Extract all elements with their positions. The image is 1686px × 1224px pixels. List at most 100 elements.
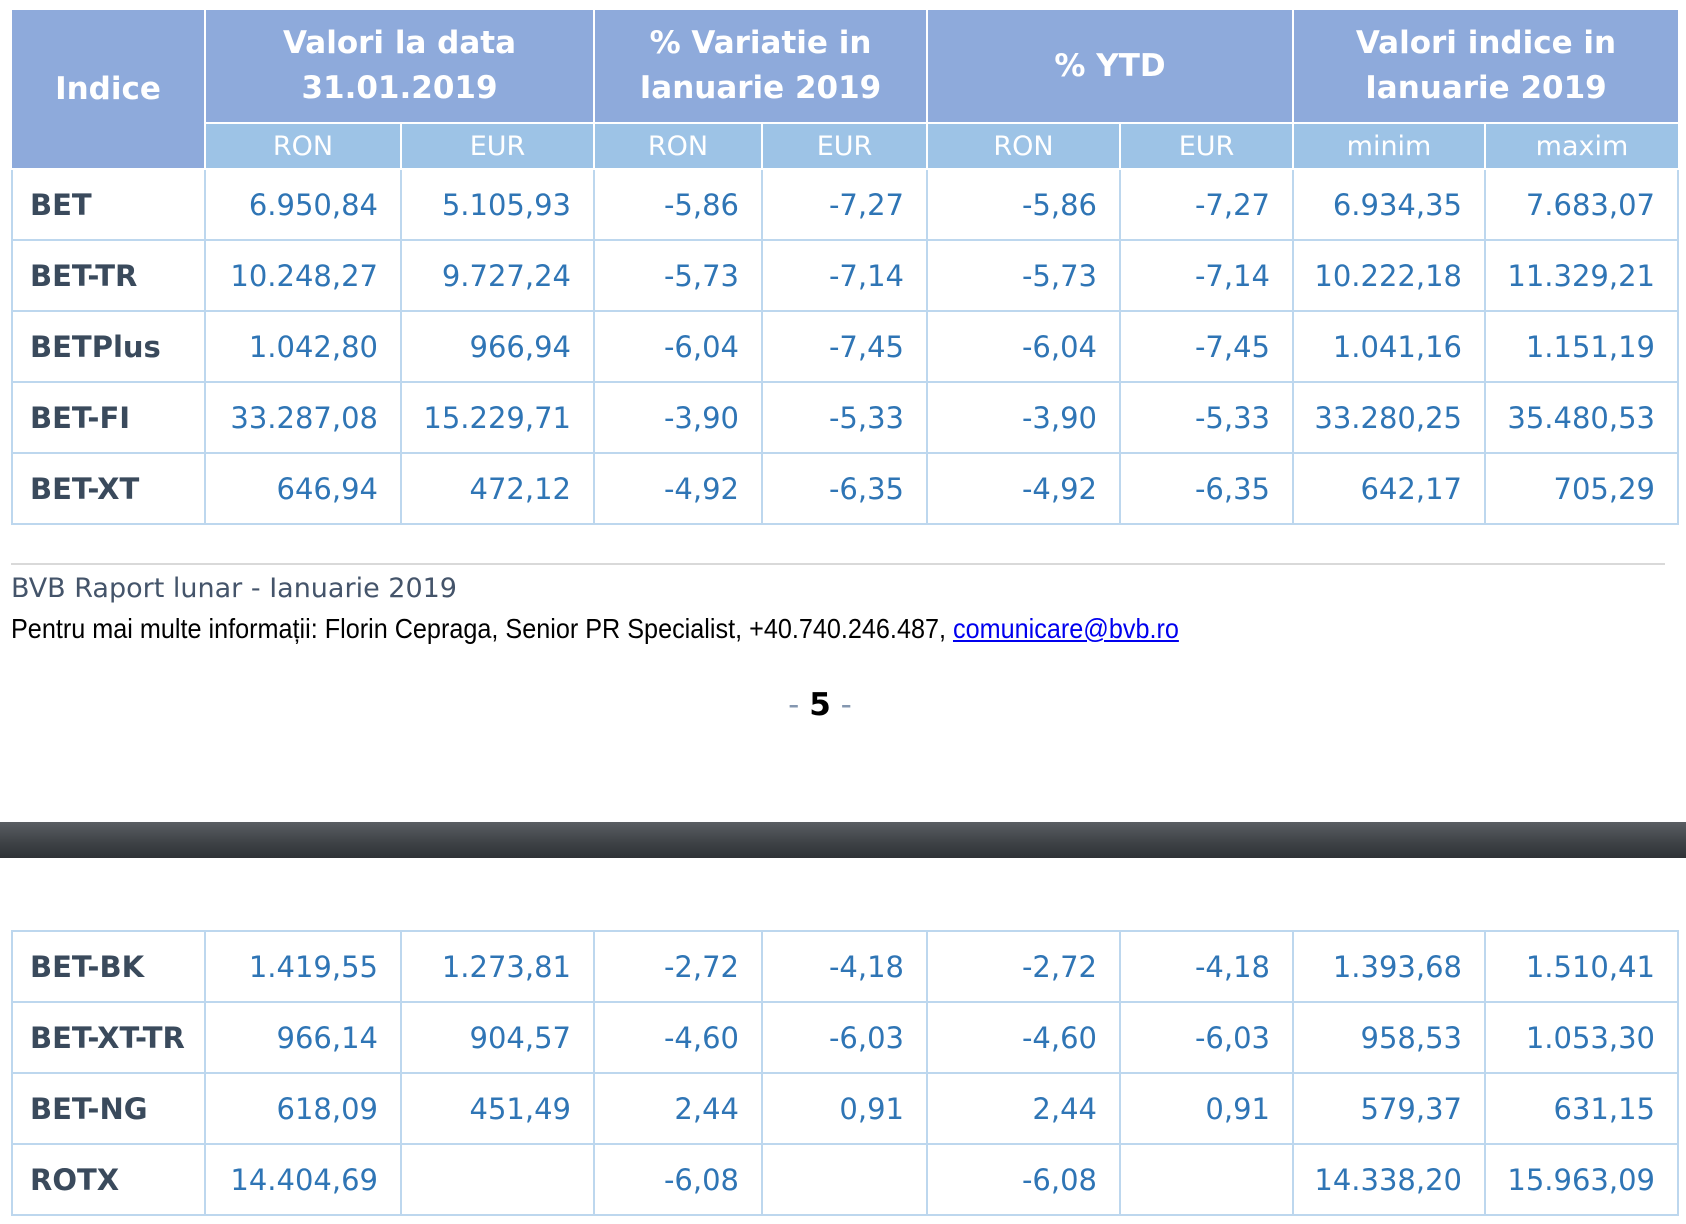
page-number-value: 5 <box>809 687 831 723</box>
value-cell: 1.419,55 <box>204 930 402 1003</box>
value-cell <box>1119 1143 1294 1216</box>
header-values-at-date: Valori la data 31.01.2019 <box>204 10 595 124</box>
page-dash-right: - <box>840 687 852 723</box>
value-cell: 1.151,19 <box>1484 310 1679 383</box>
value-cell: -7,14 <box>1119 239 1294 312</box>
header-indice: Indice <box>12 10 206 170</box>
value-cell: -5,73 <box>926 239 1121 312</box>
value-cell: 705,29 <box>1484 452 1679 525</box>
index-name: BET-BK <box>11 930 206 1003</box>
table-row: BET-BK 1.419,55 1.273,81 -2,72 -4,18 -2,72 -4,… <box>11 930 1679 1003</box>
value-cell: 1.041,16 <box>1292 310 1486 383</box>
value-cell: 579,37 <box>1292 1072 1486 1145</box>
value-cell: -7,14 <box>761 239 928 312</box>
value-cell: 33.287,08 <box>204 381 402 454</box>
value-cell: 14.338,20 <box>1292 1143 1486 1216</box>
index-name: BET-NG <box>11 1072 206 1145</box>
value-cell: 0,91 <box>1119 1072 1294 1145</box>
value-cell: -7,45 <box>761 310 928 383</box>
subheader-ron: RON <box>926 122 1121 170</box>
table-row: BET-XT-TR 966,14 904,57 -4,60 -6,03 -4,60 -6,0… <box>11 1001 1679 1074</box>
value-cell: 631,15 <box>1484 1072 1679 1145</box>
value-cell: 0,91 <box>761 1072 928 1145</box>
table-row: BET 6.950,84 5.105,93 -5,86 -7,27 -5,86 -7,27 6… <box>11 168 1679 241</box>
value-cell: -5,86 <box>593 168 763 241</box>
table-row: BET-NG 618,09 451,49 2,44 0,91 2,44 0,91 579,37… <box>11 1072 1679 1145</box>
table-row: BET-FI 33.287,08 15.229,71 -3,90 -5,33 -3,90-… <box>11 381 1679 454</box>
value-cell: -7,45 <box>1119 310 1294 383</box>
indices-table-page6: BET-BK 1.419,55 1.273,81 -2,72 -4,18 -2,72 -4,… <box>11 930 1679 1216</box>
subheader-eur: EUR <box>400 122 595 170</box>
value-cell: 2,44 <box>593 1072 763 1145</box>
value-cell: 9.727,24 <box>400 239 595 312</box>
index-name: BET-FI <box>11 381 206 454</box>
value-cell: -5,86 <box>926 168 1121 241</box>
contact-line: Pentru mai multe informații: Florin Cepr… <box>11 613 1179 645</box>
value-cell: 35.480,53 <box>1484 381 1679 454</box>
value-cell: -6,03 <box>761 1001 928 1074</box>
value-cell: 15.963,09 <box>1484 1143 1679 1216</box>
contact-text: Pentru mai multe informații: Florin Cepr… <box>11 613 953 644</box>
value-cell: 451,49 <box>400 1072 595 1145</box>
indices-table-page5: Indice Valori la data 31.01.2019 % Varia… <box>11 10 1679 525</box>
value-cell: 1.510,41 <box>1484 930 1679 1003</box>
value-cell: -6,08 <box>593 1143 763 1216</box>
value-cell: 472,12 <box>400 452 595 525</box>
table-row: BETPlus 1.042,80 966,94 -6,04 -7,45 -6,04 -7,4… <box>11 310 1679 383</box>
index-name: BET-XT <box>11 452 206 525</box>
value-cell: -7,27 <box>1119 168 1294 241</box>
value-cell: 10.248,27 <box>204 239 402 312</box>
value-cell: -7,27 <box>761 168 928 241</box>
value-cell: -6,35 <box>1119 452 1294 525</box>
value-cell <box>400 1143 595 1216</box>
value-cell: -6,04 <box>926 310 1121 383</box>
footer-divider <box>11 563 1665 565</box>
value-cell: -4,60 <box>593 1001 763 1074</box>
value-cell: -2,72 <box>593 930 763 1003</box>
index-name: BET <box>11 168 206 241</box>
value-cell: 2,44 <box>926 1072 1121 1145</box>
value-cell: 642,17 <box>1292 452 1486 525</box>
page-separator-bar <box>0 822 1686 858</box>
table-row: BET-TR 10.248,27 9.727,24 -5,73 -7,14 -5,73 -7… <box>11 239 1679 312</box>
report-title: BVB Raport lunar - Ianuarie 2019 <box>11 573 457 604</box>
value-cell: -4,60 <box>926 1001 1121 1074</box>
header-ytd: % YTD <box>926 10 1294 124</box>
value-cell: -6,04 <box>593 310 763 383</box>
value-cell: -5,33 <box>761 381 928 454</box>
value-cell: 1.393,68 <box>1292 930 1486 1003</box>
index-name: BET-XT-TR <box>11 1001 206 1074</box>
value-cell: 7.683,07 <box>1484 168 1679 241</box>
subheader-min: minim <box>1292 122 1486 170</box>
value-cell: -5,73 <box>593 239 763 312</box>
value-cell: -6,03 <box>1119 1001 1294 1074</box>
value-cell: 1.053,30 <box>1484 1001 1679 1074</box>
value-cell: 33.280,25 <box>1292 381 1486 454</box>
value-cell: 6.950,84 <box>204 168 402 241</box>
contact-email-link[interactable]: comunicare@bvb.ro <box>952 613 1179 644</box>
header-variation-january: % Variatie in Ianuarie 2019 <box>593 10 928 124</box>
value-cell: 904,57 <box>400 1001 595 1074</box>
value-cell: 966,94 <box>400 310 595 383</box>
table-row: ROTX 14.404,69 -6,08 -6,08 14.338,20 15.963,0… <box>11 1143 1679 1216</box>
subheader-ron: RON <box>204 122 402 170</box>
value-cell: 1.273,81 <box>400 930 595 1003</box>
subheader-ron: RON <box>593 122 763 170</box>
value-cell: -4,18 <box>761 930 928 1003</box>
value-cell: -3,90 <box>593 381 763 454</box>
value-cell: 10.222,18 <box>1292 239 1486 312</box>
value-cell: -2,72 <box>926 930 1121 1003</box>
value-cell: 14.404,69 <box>204 1143 402 1216</box>
value-cell: 15.229,71 <box>400 381 595 454</box>
value-cell: -4,92 <box>926 452 1121 525</box>
value-cell: -3,90 <box>926 381 1121 454</box>
header-index-range-january: Valori indice in Ianuarie 2019 <box>1292 10 1678 124</box>
page-dash-left: - <box>788 687 800 723</box>
value-cell: -6,08 <box>926 1143 1121 1216</box>
value-cell: 6.934,35 <box>1292 168 1486 241</box>
table-row: BET-XT 646,94 472,12 -4,92 -6,35 -4,92 -6,35 64… <box>11 452 1679 525</box>
value-cell: 11.329,21 <box>1484 239 1679 312</box>
value-cell: 1.042,80 <box>204 310 402 383</box>
index-name: ROTX <box>11 1143 206 1216</box>
index-name: BETPlus <box>11 310 206 383</box>
